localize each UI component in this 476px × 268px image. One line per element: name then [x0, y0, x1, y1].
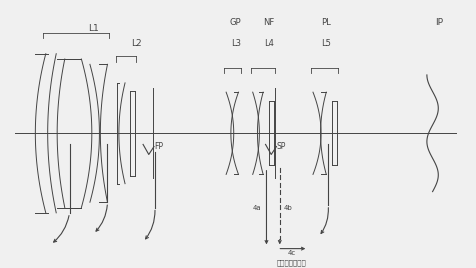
- Text: PL: PL: [321, 18, 331, 27]
- Text: GP: GP: [230, 18, 241, 27]
- Text: FP: FP: [155, 142, 163, 151]
- Text: L5: L5: [321, 39, 331, 49]
- Text: 4b: 4b: [284, 204, 292, 211]
- Text: IP: IP: [435, 18, 443, 27]
- Text: L3: L3: [231, 39, 241, 49]
- Text: SP: SP: [277, 142, 286, 151]
- Text: L2: L2: [130, 39, 141, 49]
- Text: 4a: 4a: [253, 204, 262, 211]
- Text: NF: NF: [263, 18, 275, 27]
- Text: 4c: 4c: [288, 250, 296, 256]
- Text: L4: L4: [264, 39, 274, 49]
- Text: L1: L1: [88, 24, 99, 32]
- Text: （フォーカス）: （フォーカス）: [277, 259, 307, 266]
